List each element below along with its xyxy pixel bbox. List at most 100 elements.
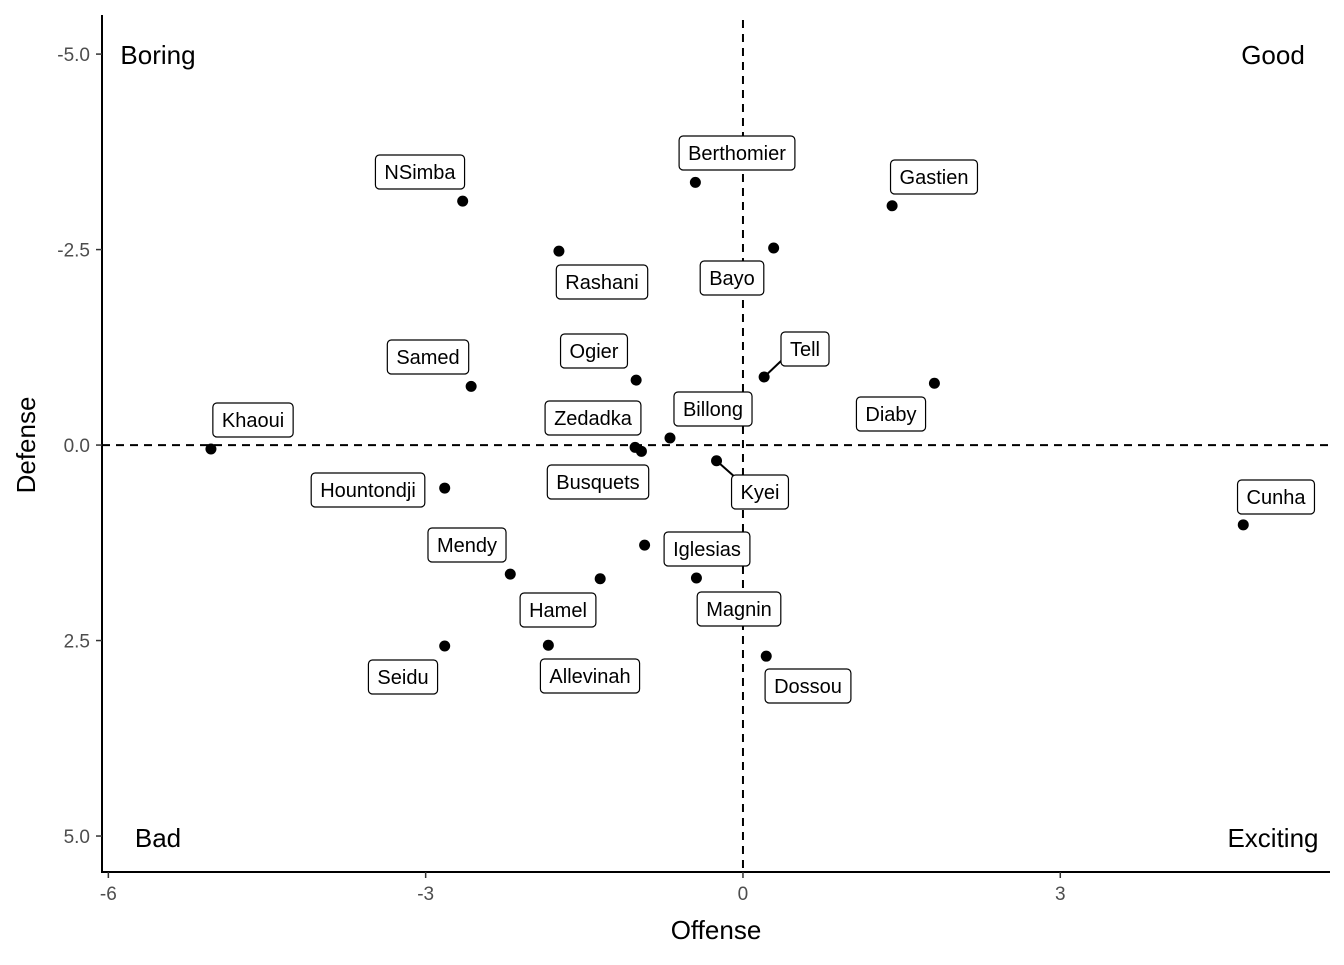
point-label-box (374, 154, 466, 190)
y-axis-title: Defense (11, 397, 41, 494)
point-label-box (539, 658, 641, 694)
point-label-text: Busquets (556, 472, 639, 494)
y-tick-label: -5.0 (57, 45, 90, 66)
point-label-text: Tell (790, 339, 820, 361)
point-label-text: Iglesias (673, 539, 741, 561)
point-label-box (780, 331, 830, 367)
point-label: Allevinah (539, 658, 641, 694)
y-tick-label: 2.5 (64, 632, 90, 653)
quadrant-label-top-left: Boring (120, 40, 195, 70)
point-label-box (673, 391, 753, 427)
data-point (465, 380, 477, 392)
point-label-text: Zedadka (554, 408, 633, 430)
point-label-text: Gastien (900, 167, 969, 189)
data-point (886, 200, 898, 212)
point-label-text: Kyei (741, 482, 780, 504)
point-label-box (764, 668, 852, 704)
y-tick-label: 0.0 (64, 436, 90, 457)
quadrant-label-top-right: Good (1241, 40, 1305, 70)
point-label-text: Magnin (706, 599, 772, 621)
x-tick-label: -3 (417, 884, 434, 905)
point-label-box (559, 333, 629, 369)
point-label-text: Berthomier (688, 143, 786, 165)
x-tick-label: 3 (1055, 884, 1066, 905)
point-label: NSimba (374, 154, 466, 190)
data-point (639, 539, 651, 551)
point-label: Iglesias (663, 531, 751, 567)
data-point (630, 374, 642, 386)
point-label-box (386, 339, 470, 375)
point-label: Billong (673, 391, 753, 427)
x-tick-label: 0 (738, 884, 749, 905)
point-label: Hamel (519, 592, 597, 628)
point-label: Diaby (855, 396, 927, 432)
point-label: Zedadka (544, 400, 642, 436)
data-point (504, 568, 516, 580)
point-label-box (310, 472, 426, 508)
y-tick-label: -2.5 (57, 241, 90, 262)
data-point (760, 650, 772, 662)
point-label: Bayo (699, 260, 765, 296)
point-label-text: Mendy (437, 535, 497, 557)
point-label-text: NSimba (384, 162, 456, 184)
quadrant-label-bottom-left: Bad (135, 823, 181, 853)
point-label: Khaoui (212, 402, 294, 438)
data-point (439, 482, 451, 494)
point-label-text: Billong (683, 399, 743, 421)
point-label: Magnin (696, 591, 782, 627)
point-label-box (427, 527, 507, 563)
point-label-text: Samed (396, 347, 459, 369)
point-label-box (546, 464, 650, 500)
point-label-box (730, 474, 790, 510)
point-label-box (212, 402, 294, 438)
point-label-text: Rashani (565, 272, 638, 294)
data-point (457, 195, 469, 207)
point-label-text: Ogier (570, 341, 619, 363)
data-point (439, 640, 451, 652)
point-label-text: Diaby (865, 404, 916, 426)
data-point (635, 445, 647, 457)
point-label-box (855, 396, 927, 432)
data-point (205, 443, 217, 455)
point-label: Kyei (730, 474, 790, 510)
point-label: Hountondji (310, 472, 426, 508)
data-point (542, 639, 554, 651)
quadrant-label-bottom-right: Exciting (1227, 823, 1318, 853)
point-label-text: Hountondji (320, 480, 416, 502)
point-label: Rashani (555, 264, 649, 300)
point-label-box (696, 591, 782, 627)
point-label-box (699, 260, 765, 296)
point-label-text: Bayo (709, 268, 755, 290)
data-point (689, 176, 701, 188)
data-point (1237, 519, 1249, 531)
point-label-box (1236, 479, 1316, 515)
data-point (928, 377, 940, 389)
point-label-box (367, 659, 439, 695)
data-point (553, 245, 565, 257)
point-label: Ogier (559, 333, 629, 369)
point-label-box (889, 159, 979, 195)
point-label: Tell (780, 331, 830, 367)
point-label: Seidu (367, 659, 439, 695)
data-point (664, 432, 676, 444)
point-label: Samed (386, 339, 470, 375)
data-point (711, 455, 723, 467)
point-label-box (555, 264, 649, 300)
point-label-box (663, 531, 751, 567)
point-label-text: Dossou (774, 676, 842, 698)
data-point (758, 371, 770, 383)
point-label-box (544, 400, 642, 436)
point-label-text: Hamel (529, 600, 587, 622)
point-label-box (678, 135, 796, 171)
point-label: Busquets (546, 464, 650, 500)
point-label: Gastien (889, 159, 979, 195)
data-point (690, 572, 702, 584)
point-label-text: Cunha (1247, 487, 1307, 509)
point-label: Berthomier (678, 135, 796, 171)
data-point (594, 573, 606, 585)
point-label: Dossou (764, 668, 852, 704)
point-label-box (519, 592, 597, 628)
y-tick-label: 5.0 (64, 827, 90, 848)
point-label: Mendy (427, 527, 507, 563)
